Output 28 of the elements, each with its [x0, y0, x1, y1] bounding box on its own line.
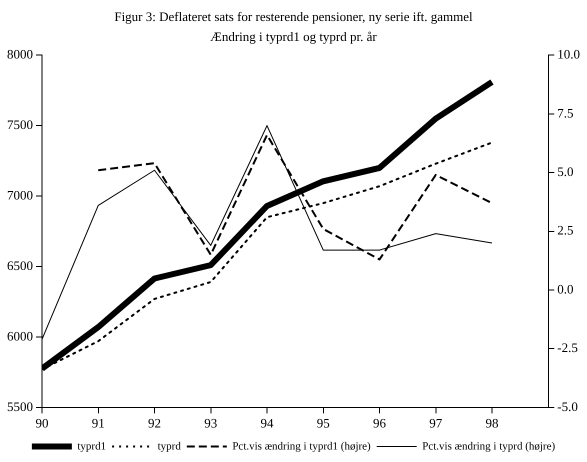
x-tick-label: 96 — [373, 416, 386, 431]
legend-label: Pct.vis ændring i typrd1 (højre) — [232, 440, 372, 452]
x-tick-label: 92 — [148, 416, 161, 431]
y-tick-label: 6500 — [7, 258, 33, 273]
chart-title: Figur 3: Deflateret sats for resterende pensioner, ny serie ift. gammel — [114, 9, 474, 24]
x-tick-label: 95 — [316, 416, 330, 431]
legend-label: Pct.vis ændring i typrd (højre) — [422, 440, 556, 452]
y-tick-label: 7500 — [7, 117, 33, 132]
y-tick-label: 8000 — [7, 46, 33, 62]
y2-tick-label: 5.0 — [557, 164, 574, 180]
y-tick-label: 7000 — [7, 188, 33, 202]
legend-label: typrd — [158, 440, 182, 452]
y2-tick-label: -2.5 — [557, 340, 578, 356]
y2-tick-label: 7.5 — [557, 105, 574, 120]
x-tick-label: 93 — [204, 416, 218, 431]
y-tick-label: 6000 — [7, 328, 33, 344]
x-tick-label: 97 — [429, 416, 443, 431]
y2-tick-label: -5.0 — [557, 398, 578, 414]
x-tick-label: 94 — [260, 416, 274, 431]
x-tick-label: 90 — [36, 416, 48, 431]
y-tick-label: 5500 — [7, 398, 33, 414]
x-tick-label: 98 — [486, 416, 498, 431]
x-tick-label: 91 — [92, 416, 105, 431]
chart-subtitle: Ændring i typrd1 og typrd pr. år — [210, 28, 378, 44]
y2-tick-label: 0.0 — [557, 281, 574, 296]
legend-label: typrd1 — [77, 440, 106, 452]
y2-tick-label: 10.0 — [557, 46, 580, 62]
y2-tick-label: 2.5 — [557, 222, 574, 238]
